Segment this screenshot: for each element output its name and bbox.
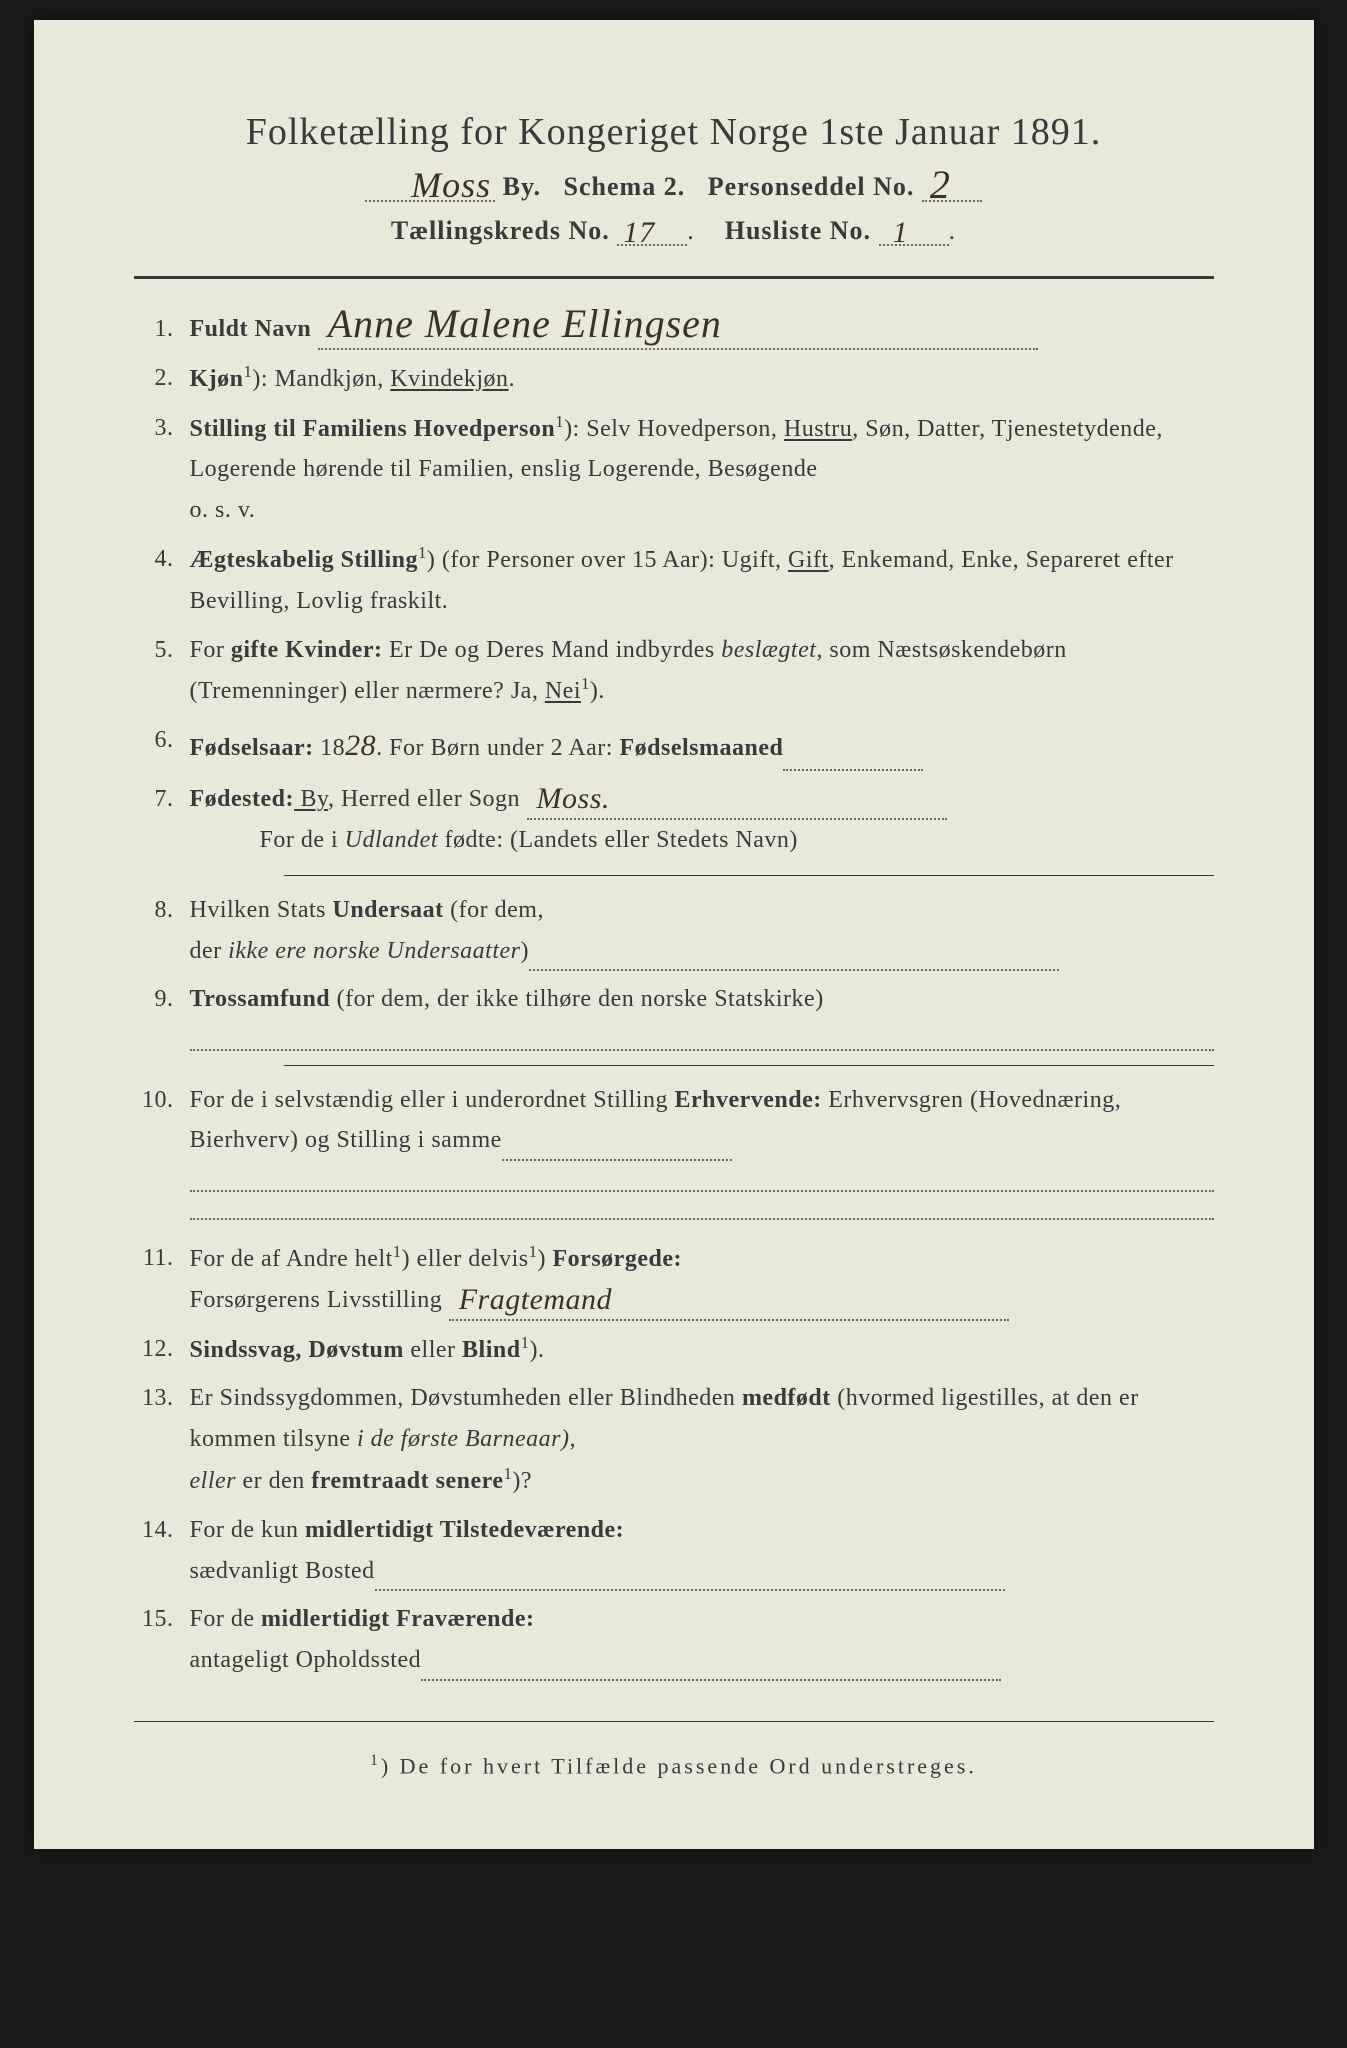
divider-9-10 xyxy=(284,1065,1214,1066)
item-num: 3. xyxy=(134,408,190,531)
item-content: Ægteskabelig Stilling1) (for Personer ov… xyxy=(190,539,1214,622)
label: Fødested: xyxy=(190,786,294,812)
item-11: 11. For de af Andre helt1) eller delvis1… xyxy=(134,1238,1214,1321)
item-content: Er Sindssygdommen, Døvstumheden eller Bl… xyxy=(190,1378,1214,1501)
item-num: 11. xyxy=(134,1238,190,1321)
item-2: 2. Kjøn1): Mandkjøn, Kvindekjøn. xyxy=(134,358,1214,400)
item-1: 1. Fuldt Navn Anne Malene Ellingsen xyxy=(134,309,1214,350)
bosted-blank xyxy=(375,1565,1005,1591)
year-hw: 28 xyxy=(345,720,376,771)
footer-divider xyxy=(134,1721,1214,1722)
census-form-page: Folketælling for Kongeriget Norge 1ste J… xyxy=(34,20,1314,1849)
livsstilling-hw: Fragtemand xyxy=(459,1274,612,1325)
kreds-label: Tællingskreds No. xyxy=(391,216,610,245)
item-num: 8. xyxy=(134,890,190,972)
item-num: 10. xyxy=(134,1080,190,1162)
item-num: 4. xyxy=(134,539,190,622)
hustru-underlined: Hustru xyxy=(784,416,852,442)
item-3: 3. Stilling til Familiens Hovedperson1):… xyxy=(134,408,1214,531)
name-blank: Anne Malene Ellingsen xyxy=(318,323,1038,349)
etc: o. s. v. xyxy=(190,490,1214,531)
item-num: 5. xyxy=(134,630,190,713)
header-divider xyxy=(134,276,1214,279)
item-num: 9. xyxy=(134,979,190,1020)
item-6: 6. Fødselsaar: 1828. For Børn under 2 Aa… xyxy=(134,720,1214,771)
label: Ægteskabelig Stilling xyxy=(190,547,419,573)
divider-7-8 xyxy=(284,875,1214,876)
item-content: Fuldt Navn Anne Malene Ellingsen xyxy=(190,309,1214,350)
item-num: 14. xyxy=(134,1510,190,1592)
item-14: 14. For de kun midlertidigt Tilstedevære… xyxy=(134,1510,1214,1592)
nei-underlined: Nei xyxy=(545,678,581,704)
item-content: Kjøn1): Mandkjøn, Kvindekjøn. xyxy=(190,358,1214,400)
by-label: By. xyxy=(503,172,541,201)
item-content: Trossamfund (for dem, der ikke tilhøre d… xyxy=(190,979,1214,1020)
label: Trossamfund xyxy=(190,986,331,1012)
item-5: 5. For gifte Kvinder: Er De og Deres Man… xyxy=(134,630,1214,713)
birthplace-blank: Moss. xyxy=(527,794,947,820)
item-num: 2. xyxy=(134,358,190,400)
subtitle-row-2: Tællingskreds No. 17 . Husliste No. 1 . xyxy=(134,216,1214,246)
stats-blank xyxy=(529,945,1059,971)
label: Kjøn xyxy=(190,366,244,392)
item-9: 9. Trossamfund (for dem, der ikke tilhør… xyxy=(134,979,1214,1020)
birthplace-hw: Moss. xyxy=(537,773,610,824)
kvindekjon-underlined: Kvindekjøn xyxy=(390,366,508,392)
item-content: For de af Andre helt1) eller delvis1) Fo… xyxy=(190,1238,1214,1321)
item-content: For gifte Kvinder: Er De og Deres Mand i… xyxy=(190,630,1214,713)
footnote: 1) De for hvert Tilfælde passende Ord un… xyxy=(134,1752,1214,1779)
label: Fuldt Navn xyxy=(190,316,312,342)
personseddel-hw: 2 xyxy=(930,161,951,208)
kreds-hw: 17 xyxy=(623,216,655,250)
month-blank xyxy=(783,745,923,771)
gift-underlined: Gift xyxy=(788,547,829,573)
item-num: 15. xyxy=(134,1599,190,1681)
livsstilling-blank: Fragtemand xyxy=(449,1294,1009,1320)
label: Fødselsaar: xyxy=(190,735,314,761)
item-num: 6. xyxy=(134,720,190,771)
item-10: 10. For de i selvstændig eller i underor… xyxy=(134,1080,1214,1162)
label: Stilling til Familiens Hovedperson xyxy=(190,416,556,442)
kreds-blank: 17 xyxy=(617,217,687,246)
item-7: 7. Fødested: By, Herred eller Sogn Moss.… xyxy=(134,779,1214,861)
item-num: 1. xyxy=(134,309,190,350)
item-10-blank-1 xyxy=(190,1169,1214,1191)
item-content: Hvilken Stats Undersaat (for dem, der ik… xyxy=(190,890,1214,972)
personseddel-label: Personseddel No. xyxy=(708,172,915,201)
item-content: Stilling til Familiens Hovedperson1): Se… xyxy=(190,408,1214,531)
item-13: 13. Er Sindssygdommen, Døvstumheden elle… xyxy=(134,1378,1214,1501)
husliste-label: Husliste No. xyxy=(725,216,871,245)
item-content: Fødselsaar: 1828. For Børn under 2 Aar: … xyxy=(190,720,1214,771)
item-10-blank-2 xyxy=(190,1198,1214,1220)
line2: For de i Udlandet fødte: (Landets eller … xyxy=(190,820,1214,861)
name-hw: Anne Malene Ellingsen xyxy=(328,290,722,358)
item-content: For de midlertidigt Fraværende: antageli… xyxy=(190,1599,1214,1681)
city-handwritten: Moss xyxy=(411,164,491,206)
item-8: 8. Hvilken Stats Undersaat (for dem, der… xyxy=(134,890,1214,972)
husliste-hw: 1 xyxy=(893,216,909,250)
item-4: 4. Ægteskabelig Stilling1) (for Personer… xyxy=(134,539,1214,622)
item-num: 13. xyxy=(134,1378,190,1501)
subtitle-row-1: Moss By. Schema 2. Personseddel No. 2 xyxy=(134,172,1214,202)
page-title: Folketælling for Kongeriget Norge 1ste J… xyxy=(134,110,1214,154)
item-content: Sindssvag, Døvstum eller Blind1). xyxy=(190,1329,1214,1371)
item-num: 7. xyxy=(134,779,190,861)
opholdssted-blank xyxy=(421,1655,1001,1681)
item-num: 12. xyxy=(134,1329,190,1371)
item-content: For de kun midlertidigt Tilstedeværende:… xyxy=(190,1510,1214,1592)
item-12: 12. Sindssvag, Døvstum eller Blind1). xyxy=(134,1329,1214,1371)
item-content: Fødested: By, Herred eller Sogn Moss. Fo… xyxy=(190,779,1214,861)
city-blank: Moss xyxy=(365,200,495,202)
item-9-blank xyxy=(190,1028,1214,1050)
schema-label: Schema 2. xyxy=(564,172,686,201)
item-content: For de i selvstændig eller i underordnet… xyxy=(190,1080,1214,1162)
label: Sindssvag, Døvstum xyxy=(190,1337,404,1363)
personseddel-blank: 2 xyxy=(922,173,982,202)
item-15: 15. For de midlertidigt Fraværende: anta… xyxy=(134,1599,1214,1681)
husliste-blank: 1 xyxy=(879,217,949,246)
